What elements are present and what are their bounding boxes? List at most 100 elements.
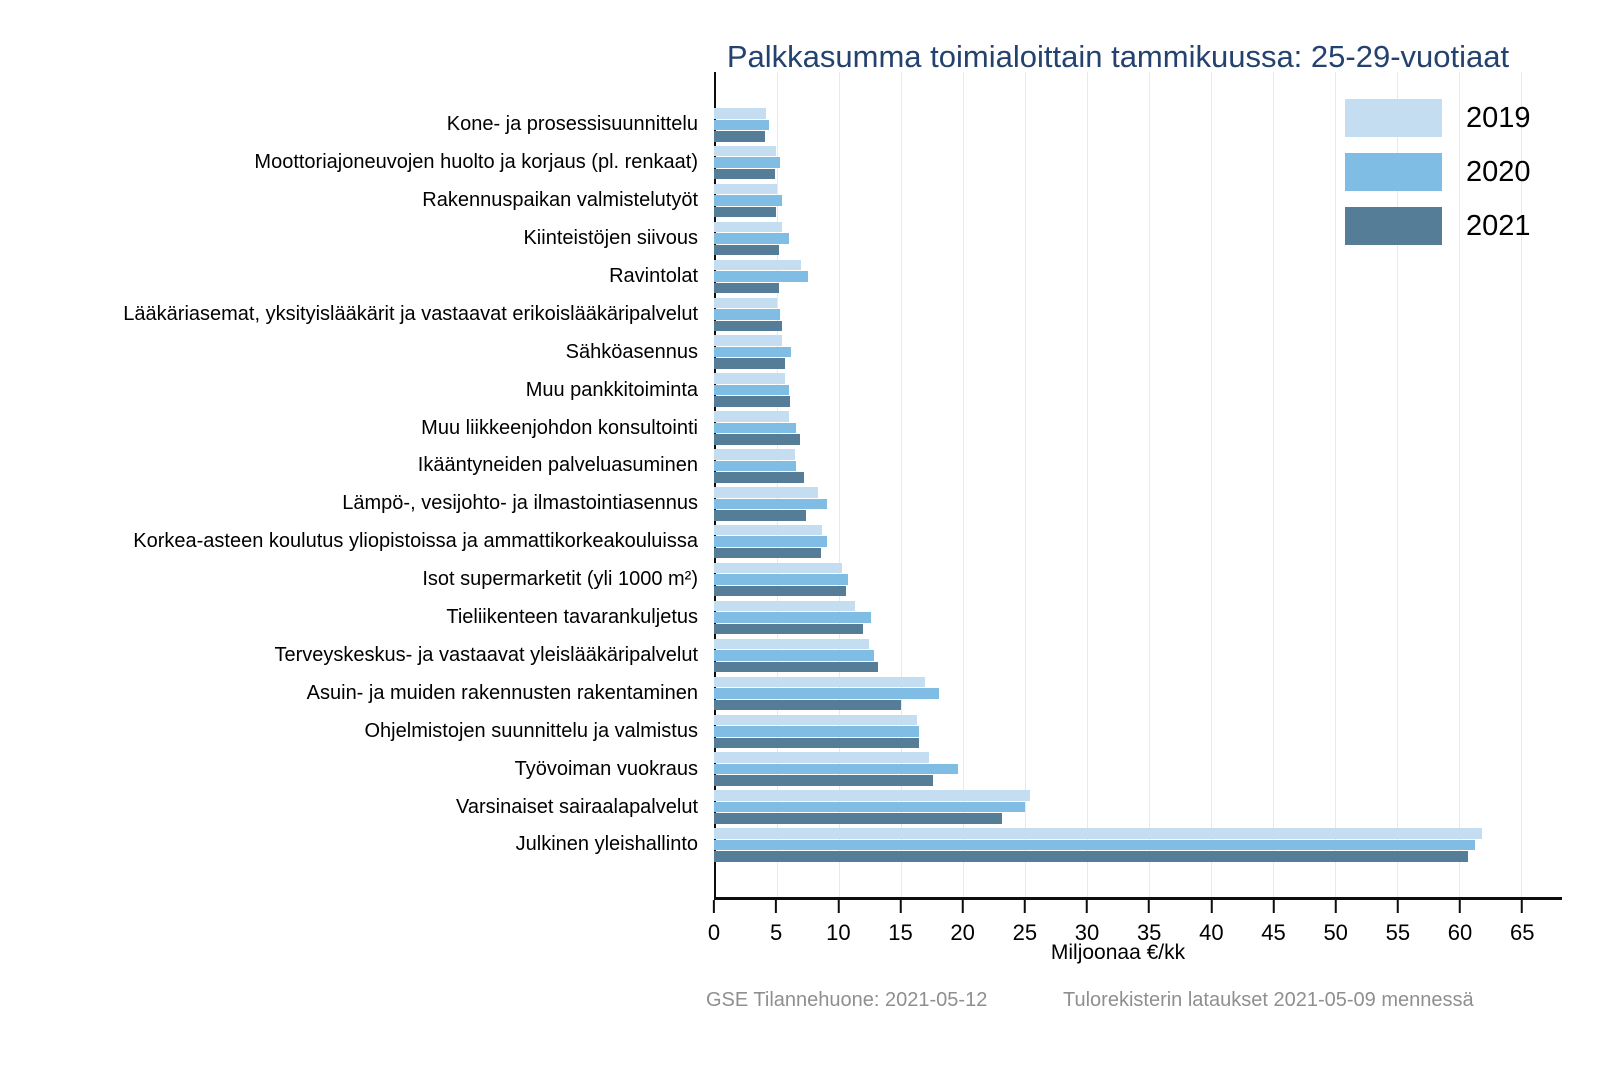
bar-2020 — [714, 574, 849, 585]
bar-2019 — [714, 562, 843, 574]
bar-2019 — [714, 145, 777, 157]
bar-2019 — [714, 259, 802, 271]
grid-line-55 — [1397, 72, 1399, 897]
x-tick-25: 25 — [1013, 900, 1037, 946]
x-tick-40: 40 — [1199, 900, 1224, 946]
legend-swatch-2020 — [1345, 153, 1442, 191]
bar-2020 — [714, 195, 783, 206]
category-label: Julkinen yleishallinto — [515, 833, 698, 856]
grid-line-45 — [1273, 72, 1275, 897]
bar-group — [714, 335, 1562, 369]
bar-2019 — [714, 638, 870, 650]
bar-2021 — [714, 396, 790, 407]
bar-2019 — [714, 449, 795, 460]
x-tick-65: 65 — [1510, 900, 1534, 946]
bar-2021 — [714, 699, 901, 711]
category-row: Terveyskeskus- ja vastaavat yleislääkäri… — [0, 638, 1562, 673]
x-tick-mark — [961, 900, 964, 913]
category-row: Ohjelmistojen suunnittelu ja valmistus — [0, 714, 1562, 748]
bar-group — [714, 221, 1562, 256]
legend-item-2020: 2020 — [1345, 153, 1531, 191]
bar-rows: Kone- ja prosessisuunnittelu Moottoriajon… — [0, 72, 1562, 900]
bar-2021 — [714, 851, 1468, 862]
legend-swatch-2019 — [1345, 99, 1442, 137]
category-row: Julkinen yleishallinto — [0, 828, 1562, 862]
bar-2020 — [714, 460, 797, 472]
x-tick-mark — [1023, 900, 1026, 913]
x-axis-label: Miljoonaa €/kk — [1050, 941, 1186, 964]
bar-group — [714, 790, 1562, 824]
bar-2021 — [714, 434, 800, 445]
x-tick-label: 65 — [1509, 920, 1535, 945]
category-row: Ikääntyneiden palveluasuminen — [0, 449, 1562, 483]
x-tick-mark — [1210, 900, 1213, 913]
bar-2019 — [714, 297, 778, 309]
bar-2021 — [714, 282, 779, 294]
legend-swatch-2021 — [1345, 207, 1442, 245]
bar-2019 — [714, 373, 785, 384]
x-tick-55: 55 — [1386, 900, 1410, 946]
x-tick-label: 10 — [826, 920, 851, 945]
bar-2019 — [714, 183, 778, 195]
x-tick-label: 20 — [950, 920, 975, 945]
category-label: Moottoriajoneuvojen huolto ja korjaus (p… — [254, 151, 698, 174]
bar-2019 — [714, 828, 1483, 839]
x-tick-label: 15 — [888, 920, 913, 945]
bar-2020 — [714, 801, 1025, 813]
legend-label-2021: 2021 — [1466, 209, 1531, 242]
bar-2019 — [714, 752, 930, 763]
category-label: Lääkäriasemat, yksityislääkärit ja vasta… — [123, 302, 698, 325]
bar-2020 — [714, 839, 1475, 851]
bar-2021 — [714, 168, 775, 180]
x-tick-mark — [713, 900, 715, 913]
plot-area — [714, 72, 1562, 900]
x-tick-mark — [1396, 900, 1399, 913]
bar-2019 — [714, 676, 926, 688]
category-row: Kiinteistöjen siivous — [0, 221, 1562, 256]
category-row: Isot supermarketit (yli 1000 m²) — [0, 562, 1562, 597]
bar-2021 — [714, 813, 1003, 824]
x-tick-0: 0 — [708, 900, 720, 946]
x-tick-label: 25 — [1012, 920, 1038, 945]
grid-line-5 — [777, 72, 779, 897]
bar-2020 — [714, 309, 780, 320]
legend-label-2019: 2019 — [1466, 101, 1531, 134]
category-label: Kone- ja prosessisuunnittelu — [446, 113, 698, 136]
grid-line-25 — [1025, 72, 1027, 897]
bar-group — [714, 752, 1562, 786]
category-row: Kone- ja prosessisuunnittelu — [0, 108, 1562, 142]
category-label: Rakennuspaikan valmistelutyöt — [422, 189, 698, 212]
x-tick-mark — [837, 900, 840, 913]
category-label: Kiinteistöjen siivous — [523, 226, 698, 249]
x-tick-30: 30 — [1075, 900, 1099, 946]
category-row: Muu pankkitoiminta — [0, 373, 1562, 407]
x-tick-15: 15 — [888, 900, 913, 946]
category-row: Varsinaiset sairaalapalvelut — [0, 790, 1562, 824]
bar-2021 — [714, 510, 806, 521]
bar-group — [714, 676, 1562, 711]
x-tick-10: 10 — [826, 900, 851, 946]
bar-2019 — [714, 411, 789, 422]
bar-2020 — [714, 650, 875, 661]
bar-group — [714, 449, 1562, 483]
legend: 2019 2020 2021 — [1345, 99, 1531, 245]
bar-group — [714, 600, 1562, 635]
bar-2019 — [714, 524, 823, 536]
x-tick-label: 30 — [1074, 920, 1100, 945]
bar-2019 — [714, 714, 917, 725]
x-tick-label: 45 — [1261, 920, 1286, 945]
bar-2020 — [714, 119, 769, 130]
bar-2020 — [714, 157, 780, 168]
bar-2021 — [714, 320, 783, 332]
bar-group — [714, 373, 1562, 407]
bar-group — [714, 183, 1562, 218]
bar-2020 — [714, 346, 792, 358]
grid-line-10 — [839, 72, 841, 897]
x-tick-label: 35 — [1136, 920, 1162, 945]
x-tick-5: 5 — [770, 900, 782, 946]
bar-2020 — [714, 726, 920, 737]
x-tick-20: 20 — [950, 900, 975, 946]
category-label: Terveyskeskus- ja vastaavat yleislääkäri… — [274, 643, 698, 666]
category-label: Korkea-asteen koulutus yliopistoissa ja … — [133, 530, 698, 553]
bar-2021 — [714, 623, 864, 635]
